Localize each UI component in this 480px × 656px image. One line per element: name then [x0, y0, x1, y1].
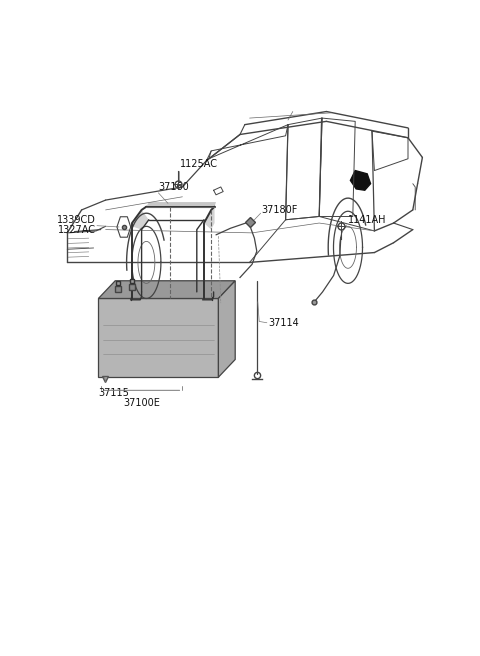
- Polygon shape: [204, 207, 215, 230]
- Text: 37115: 37115: [98, 388, 129, 398]
- Text: 37114: 37114: [268, 318, 299, 328]
- Polygon shape: [98, 298, 218, 377]
- Text: 37160: 37160: [158, 182, 189, 192]
- Polygon shape: [98, 281, 235, 298]
- Polygon shape: [146, 202, 216, 207]
- Text: 1339CD: 1339CD: [57, 215, 96, 226]
- Text: 37100E: 37100E: [123, 398, 160, 408]
- Text: 1125AC: 1125AC: [180, 159, 218, 169]
- Text: 37180F: 37180F: [262, 205, 298, 215]
- Text: 1141AH: 1141AH: [348, 215, 386, 226]
- Polygon shape: [218, 281, 235, 377]
- Polygon shape: [132, 210, 149, 230]
- Polygon shape: [350, 171, 371, 190]
- Text: 1327AC: 1327AC: [58, 225, 96, 236]
